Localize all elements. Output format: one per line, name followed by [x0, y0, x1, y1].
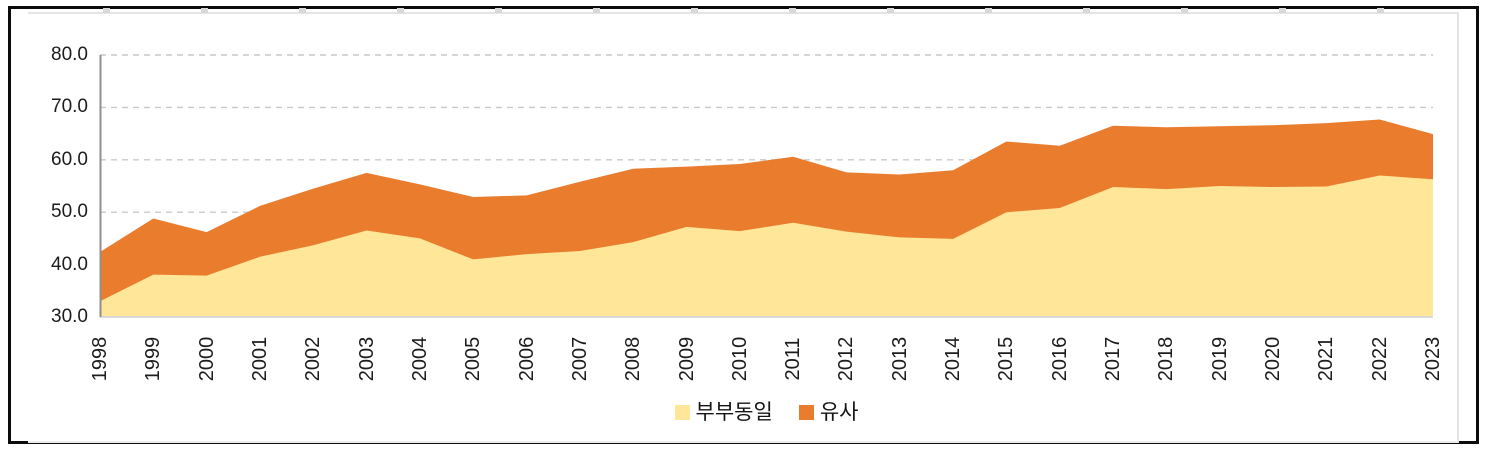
x-tick-label: 2003 — [357, 337, 377, 382]
x-tick-label: 2017 — [1103, 337, 1123, 382]
ruler-tick — [103, 8, 110, 13]
x-tick-label: 2002 — [303, 337, 323, 382]
x-tick-label: 2000 — [197, 337, 217, 382]
x-tick-label: 2014 — [943, 337, 963, 382]
ruler-tick — [201, 8, 208, 13]
x-tick-label: 2007 — [570, 337, 590, 382]
y-tick-label: 70.0 — [26, 96, 88, 118]
chart-legend: 부부동일 유사 — [100, 396, 1433, 426]
chart-frame-top-edge — [28, 12, 1459, 14]
x-tick-label: 2019 — [1210, 337, 1230, 382]
x-tick-label: 2010 — [730, 337, 750, 382]
legend-item: 유사 — [799, 396, 859, 426]
x-tick-label: 2023 — [1423, 337, 1443, 382]
legend-swatch-icon — [675, 405, 690, 420]
ruler-tick — [593, 8, 600, 13]
x-tick-label: 1999 — [143, 337, 163, 382]
stacked-area-chart — [100, 55, 1433, 317]
x-tick-label: 2011 — [783, 337, 803, 380]
ruler-tick — [1377, 8, 1384, 13]
x-tick-label: 2001 — [250, 337, 270, 382]
ruler-tick — [397, 8, 404, 13]
chart-frame-right-edge — [1457, 12, 1459, 443]
x-tick-label: 2013 — [890, 337, 910, 382]
x-tick-label: 2012 — [836, 337, 856, 382]
x-tick-label: 2006 — [517, 337, 537, 382]
y-tick-label: 30.0 — [26, 306, 88, 328]
x-tick-label: 2018 — [1156, 337, 1176, 382]
x-tick-label: 2020 — [1263, 337, 1283, 382]
x-tick-label: 1998 — [90, 337, 110, 382]
x-tick-label: 2008 — [623, 337, 643, 382]
y-tick-label: 80.0 — [26, 44, 88, 66]
x-tick-label: 2022 — [1370, 337, 1390, 382]
ruler-tick — [495, 8, 502, 13]
x-tick-label: 2004 — [410, 337, 430, 382]
ruler-tick — [985, 8, 992, 13]
y-tick-label: 40.0 — [26, 254, 88, 276]
ruler-tick — [1181, 8, 1188, 13]
x-tick-label: 2009 — [677, 337, 697, 382]
x-tick-label: 2016 — [1050, 337, 1070, 382]
legend-label: 부부동일 — [696, 396, 773, 426]
ruler-tick — [887, 8, 894, 13]
x-tick-label: 2021 — [1316, 337, 1336, 382]
ruler-tick — [789, 8, 796, 13]
ruler-tick — [299, 8, 306, 13]
chart-frame-bottom-edge — [28, 441, 1459, 443]
x-tick-label: 2015 — [996, 337, 1016, 382]
x-tick-label: 2005 — [463, 337, 483, 382]
ruler-tick — [1083, 8, 1090, 13]
ruler-tick — [691, 8, 698, 13]
y-tick-label: 50.0 — [26, 201, 88, 223]
legend-item: 부부동일 — [675, 396, 773, 426]
y-tick-label: 60.0 — [26, 149, 88, 171]
legend-label: 유사 — [820, 396, 859, 426]
ruler-tick — [1279, 8, 1286, 13]
legend-swatch-icon — [799, 405, 814, 420]
screenshot-page: 80.0 70.0 60.0 50.0 40.0 30.0 1998 1999 2000 200… — [0, 0, 1492, 455]
